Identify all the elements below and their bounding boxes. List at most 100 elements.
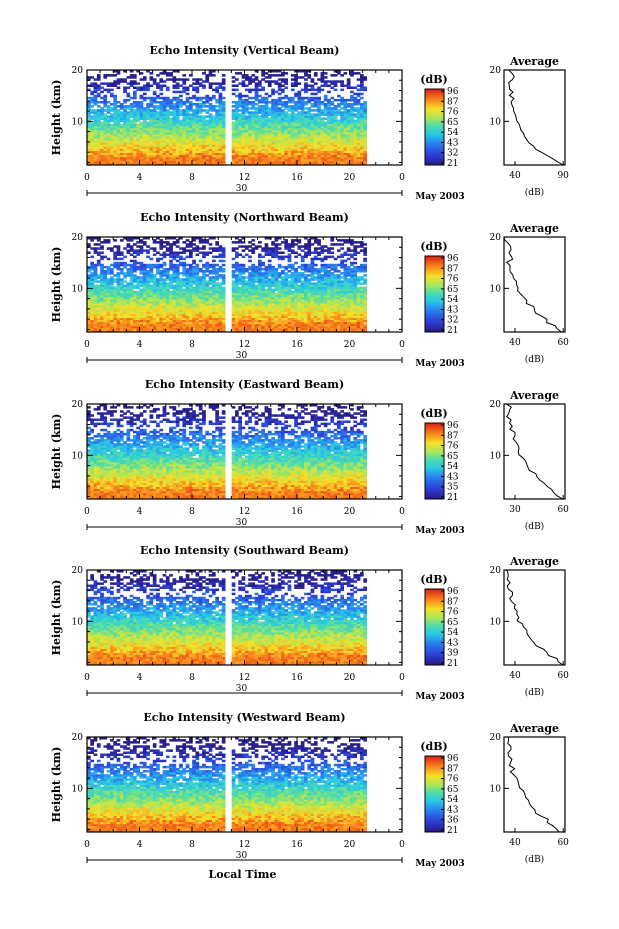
heatmap-cell [159,138,164,141]
heatmap-cell [337,109,341,112]
heatmap-cell [156,140,160,143]
profile-x-tick-label: 40 [509,171,521,181]
heatmap-cell [360,96,364,100]
heatmap-cell [313,146,318,149]
heatmap-cell [198,117,203,120]
heatmap-cell [254,146,259,149]
heatmap-cell [182,160,187,164]
heatmap-cell [281,123,285,127]
heatmap-cell [103,146,108,149]
heatmap-cell [215,127,219,131]
heatmap-cell [251,111,256,114]
heatmap-cell [133,117,137,120]
heatmap-cell [221,111,226,114]
heatmap-cell [307,146,312,149]
heatmap-cell [320,84,325,87]
heatmap-cell [254,125,259,129]
heatmap-cell [162,140,167,143]
heatmap-cell [317,96,321,100]
heatmap-cell [159,132,164,135]
heatmap-cell [116,154,121,158]
heatmap-cell [192,138,196,141]
heatmap-cell [244,94,249,98]
heatmap-cell [284,125,288,129]
heatmap-cell [185,107,190,110]
heatmap-cell [267,127,272,131]
heatmap-cell [110,115,114,118]
heatmap-cell [261,117,265,120]
heatmap-cell [244,125,249,129]
heatmap-cell [218,82,223,85]
heatmap-cell [290,134,295,137]
profile-x-label: (dB) [525,187,544,198]
heatmap-cell [169,129,173,133]
heatmap-cell [189,115,193,118]
heatmap-cell [274,146,279,149]
heatmap-cell [277,142,282,145]
heatmap-cell [330,115,335,118]
heatmap-cell [113,132,117,135]
heatmap-cell [90,125,94,129]
heatmap-cell [123,121,127,125]
heatmap-cell [277,127,282,131]
heatmap-cell [231,160,236,164]
colorbar-tick-label: 21 [447,159,458,169]
heatmap-cell [248,162,252,166]
heatmap-cell [218,142,223,145]
heatmap-cell [106,111,111,114]
heatmap-cell [113,109,117,112]
heatmap-cell [215,140,219,143]
heatmap-cell [93,136,98,139]
heatmap-cell [103,74,108,77]
heatmap-cell [300,125,305,129]
heatmap-cell [142,123,147,127]
heatmap-cell [350,127,354,131]
heatmap-cell [337,160,341,164]
heatmap-cell [287,113,292,116]
heatmap-cell [185,105,190,108]
heatmap-cell [162,115,167,118]
heatmap-cell [162,119,167,123]
heatmap-cell [307,132,312,135]
heatmap-cell [195,138,200,141]
heatmap-cell [231,111,236,114]
heatmap-cell [221,156,226,160]
heatmap-cell [330,113,335,116]
heatmap-cell [162,160,167,164]
heatmap-cell [106,121,111,125]
heatmap-cell [136,142,140,145]
heatmap-cell [90,111,94,114]
heatmap-cell [195,154,200,158]
heatmap-cell [175,121,180,125]
heatmap-cell [277,136,282,139]
heatmap-cell [281,156,285,160]
heatmap-cell [356,123,361,127]
heatmap-cell [106,129,111,133]
heatmap-cell [202,121,206,125]
heatmap-cell [310,117,315,120]
heatmap-cell [267,94,272,98]
heatmap-cell [310,92,315,96]
heatmap-cell [182,121,187,125]
heatmap-cell [133,146,137,149]
heatmap-cell [129,119,134,123]
heatmap-cell [323,103,328,106]
heatmap-cell [93,154,98,158]
heatmap-cell [185,134,190,137]
heatmap-cell [343,150,348,153]
heatmap-cell [129,96,134,100]
heatmap-cell [208,154,213,158]
heatmap-cell [149,144,154,147]
heatmap-cell [264,156,269,160]
heatmap-cell [100,109,104,112]
heatmap-cell [274,113,279,116]
heatmap-cell [116,123,121,127]
heatmap-cell [323,117,328,120]
heatmap-cell [103,156,108,160]
heatmap-cell [320,146,325,149]
heatmap-cell [179,146,183,149]
heatmap-cell [142,127,147,131]
heatmap-cell [300,156,305,160]
heatmap-cell [274,90,279,94]
heatmap-cell [343,158,348,162]
